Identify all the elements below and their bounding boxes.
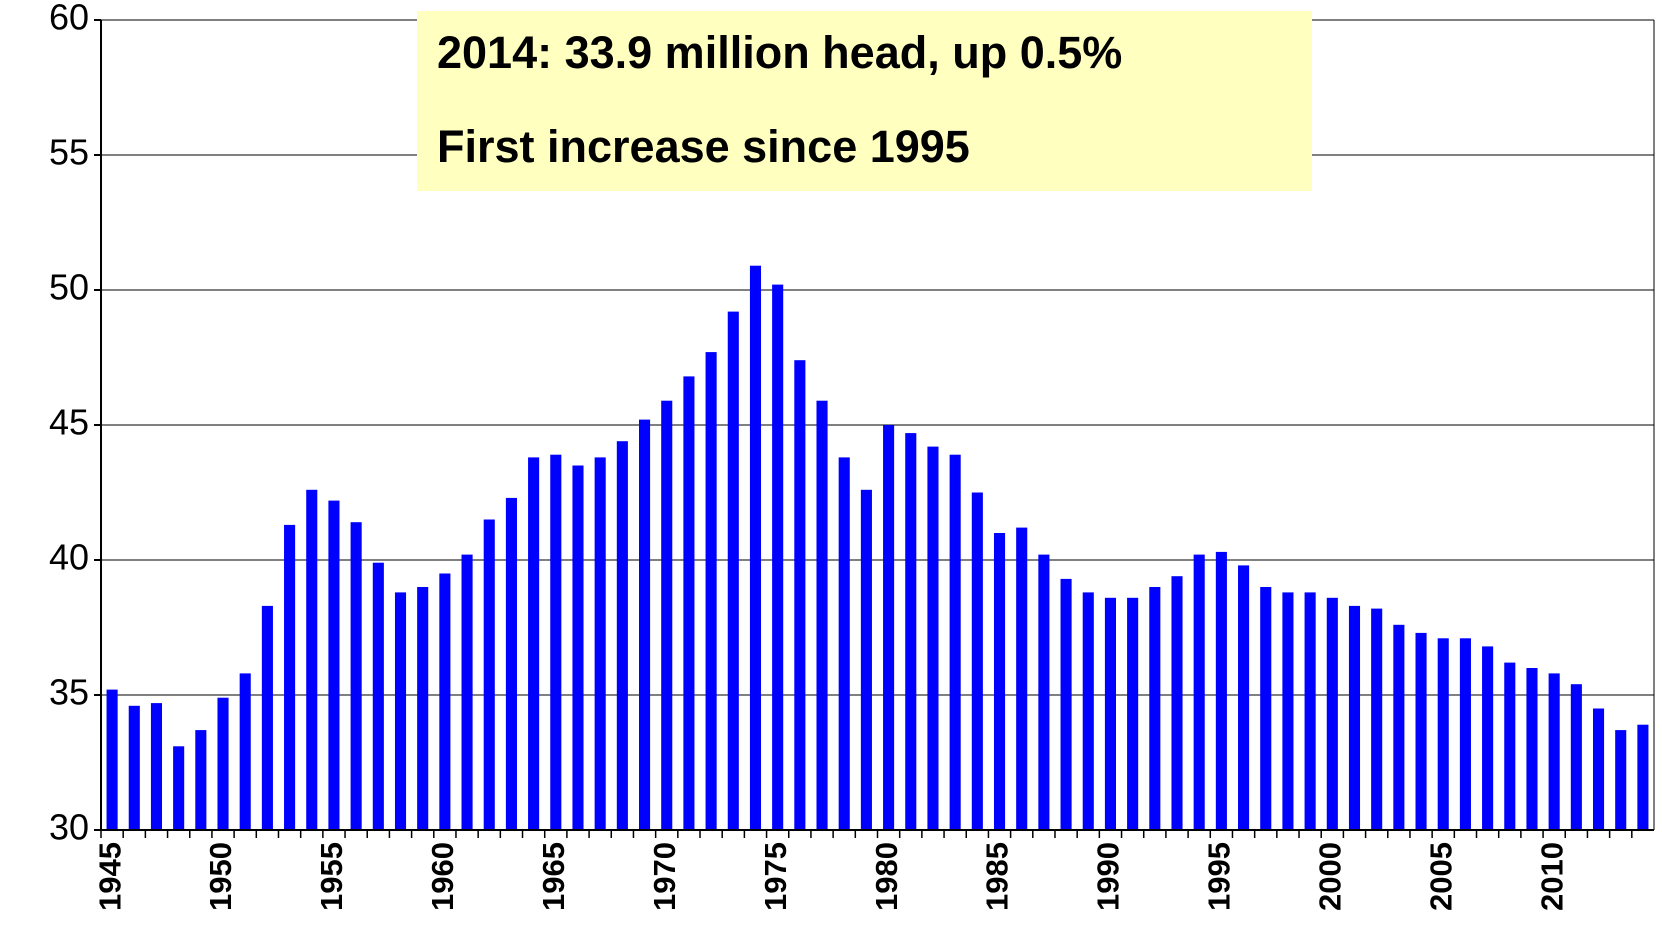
bar (350, 522, 362, 830)
bar (1592, 708, 1605, 830)
bar (1238, 565, 1250, 830)
bar (794, 360, 806, 830)
bar (639, 419, 651, 830)
bar (1348, 605, 1361, 830)
bar (1104, 597, 1116, 830)
bar (727, 311, 739, 831)
bar (749, 265, 762, 830)
y-tick-label: 40 (49, 537, 89, 578)
bar (1215, 551, 1227, 830)
x-tick-label: 1965 (536, 842, 571, 911)
bar (683, 376, 695, 830)
bar (1304, 592, 1316, 830)
bar (905, 433, 917, 830)
y-tick-label: 45 (49, 402, 89, 443)
bar (927, 446, 939, 830)
bar (328, 500, 340, 830)
y-tick-label: 60 (49, 0, 89, 38)
x-tick-label: 1960 (425, 842, 460, 911)
bar (284, 524, 296, 830)
bar (1637, 724, 1649, 830)
y-tick-label: 50 (49, 267, 89, 308)
x-tick-label: 2000 (1312, 842, 1347, 911)
bar (306, 489, 318, 830)
x-tick-label: 1955 (314, 842, 349, 911)
bar (1171, 576, 1183, 830)
x-tick-label: 1990 (1091, 842, 1126, 911)
bar (949, 454, 961, 830)
bar (1127, 597, 1139, 830)
bar (150, 703, 163, 830)
y-tick-label: 55 (49, 132, 89, 173)
bar (505, 497, 517, 830)
bar (772, 284, 784, 831)
bar (1260, 587, 1272, 830)
bar (1082, 592, 1094, 830)
bar (594, 457, 606, 830)
annotation-background (417, 11, 1312, 191)
bar (106, 689, 118, 830)
bar (1326, 597, 1338, 830)
bar (971, 492, 983, 830)
bar (483, 519, 495, 830)
bar (1504, 662, 1516, 830)
bar (1282, 592, 1294, 830)
x-tick-label: 1950 (203, 842, 238, 911)
bar (550, 454, 562, 830)
annotation-box: 2014: 33.9 million head, up 0.5% First in… (417, 11, 1312, 191)
bar (816, 400, 828, 830)
bar (1393, 624, 1405, 830)
bar (860, 489, 872, 830)
bar (528, 457, 540, 830)
bar (261, 605, 273, 830)
x-tick-label: 2010 (1534, 842, 1569, 911)
bar (1038, 554, 1050, 830)
bar (173, 746, 185, 830)
bar (1371, 608, 1383, 830)
bar (1437, 638, 1449, 830)
bar (1482, 646, 1494, 830)
bar (1060, 578, 1072, 830)
x-tick-label: 1970 (647, 842, 682, 911)
bar (1415, 632, 1427, 830)
x-tick-label: 1995 (1202, 842, 1237, 911)
bar (572, 465, 584, 830)
x-tick-label: 2005 (1423, 842, 1458, 911)
bar (1526, 668, 1538, 830)
y-tick-label: 30 (49, 807, 89, 848)
x-tick-label: 1945 (92, 842, 127, 911)
x-tick-label: 1980 (869, 842, 904, 911)
bar (1193, 554, 1205, 830)
bar (461, 554, 473, 830)
bar (661, 400, 673, 830)
x-tick-label: 1985 (980, 842, 1015, 911)
bar (1570, 684, 1582, 830)
bar (239, 673, 251, 830)
bar (1459, 638, 1471, 830)
annotation: 2014: 33.9 million head, up 0.5% (437, 27, 1122, 78)
bar (195, 730, 207, 830)
y-tick-label: 35 (49, 672, 89, 713)
bar (1615, 730, 1627, 830)
bar (883, 425, 895, 830)
bar (1548, 673, 1560, 830)
bar (439, 573, 451, 830)
bar (1016, 527, 1028, 830)
bar (705, 352, 717, 830)
bar (394, 592, 407, 830)
bar (128, 705, 140, 830)
bar (1149, 587, 1161, 830)
x-tick-label: 1975 (758, 842, 793, 911)
bar (417, 587, 429, 830)
bar (217, 697, 229, 830)
bar (993, 533, 1006, 830)
annotation: First increase since 1995 (437, 121, 970, 172)
bar (372, 562, 384, 830)
bar (616, 441, 628, 830)
bar (838, 457, 850, 830)
